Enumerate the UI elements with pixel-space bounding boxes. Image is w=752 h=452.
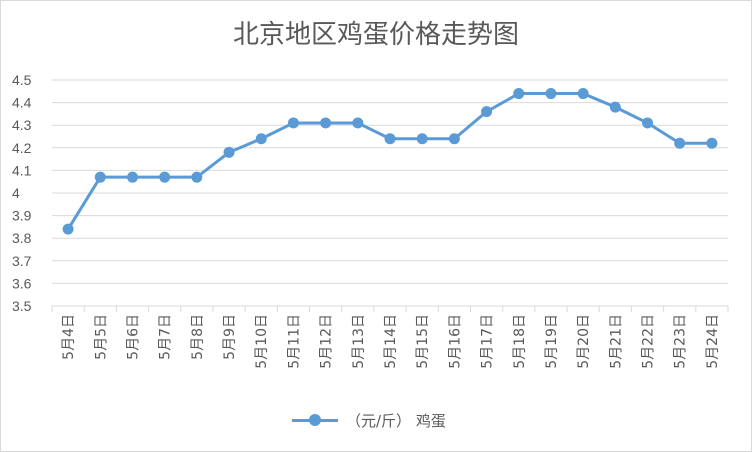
- x-tick-label: 5月5日: [93, 314, 109, 360]
- data-point: [545, 88, 557, 100]
- x-tick-label: 5月6日: [125, 314, 141, 360]
- y-tick-label: 4.2: [12, 140, 32, 156]
- y-tick-label: 4.4: [12, 95, 32, 111]
- data-point: [126, 171, 138, 183]
- x-tick-label: 5月7日: [158, 314, 174, 360]
- data-point: [609, 101, 621, 113]
- data-point: [287, 117, 299, 129]
- data-point: [481, 106, 493, 118]
- x-tick-label: 5月24日: [705, 314, 721, 369]
- x-tick-label: 5月8日: [190, 314, 206, 360]
- y-tick-label: 4: [12, 185, 20, 201]
- data-point: [416, 133, 428, 145]
- data-point: [320, 117, 332, 129]
- x-tick-label: 5月12日: [319, 314, 335, 369]
- legend: （元/斤） 鸡蛋: [292, 410, 446, 430]
- x-tick-label: 5月22日: [641, 314, 657, 369]
- x-tick-label: 5月11日: [286, 314, 302, 369]
- y-tick-label: 3.7: [12, 253, 32, 269]
- y-tick-label: 3.6: [12, 275, 32, 291]
- data-point: [642, 117, 654, 129]
- data-point: [159, 171, 171, 183]
- data-point: [191, 171, 203, 183]
- x-tick-label: 5月16日: [447, 314, 463, 369]
- x-tick-label: 5月23日: [673, 314, 689, 369]
- data-point: [513, 88, 525, 100]
- series-line: [66, 92, 712, 230]
- chart-title: 北京地区鸡蛋价格走势图: [232, 20, 519, 50]
- data-point: [674, 137, 686, 149]
- data-point: [384, 133, 396, 145]
- x-tick-label: 5月17日: [480, 314, 496, 369]
- x-tick-label: 5月10日: [254, 314, 270, 369]
- legend-marker: [292, 413, 338, 426]
- x-tick-label: 5月4日: [61, 314, 77, 360]
- x-tick-label: 5月14日: [383, 314, 399, 369]
- y-tick-label: 4.3: [12, 117, 32, 133]
- x-tick-label: 5月15日: [415, 314, 431, 369]
- data-point: [255, 133, 267, 145]
- x-tick-label: 5月18日: [512, 314, 528, 369]
- x-tick-label: 5月21日: [608, 314, 624, 369]
- x-tick-label: 5月9日: [222, 314, 238, 360]
- data-point: [352, 117, 364, 129]
- y-tick-label: 3.8: [12, 230, 32, 246]
- x-tick-label: 5月13日: [351, 314, 367, 369]
- x-tick-label: 5月19日: [544, 314, 560, 369]
- data-point: [62, 223, 74, 235]
- y-tick-label: 4.5: [12, 72, 32, 88]
- data-point: [94, 171, 106, 183]
- data-point: [448, 133, 460, 145]
- data-point: [577, 88, 589, 100]
- data-point: [706, 137, 718, 149]
- y-tick-label: 3.9: [12, 208, 32, 224]
- x-tick-label: 5月20日: [576, 314, 592, 369]
- data-point: [223, 146, 235, 158]
- y-tick-label: 4.1: [12, 162, 32, 178]
- legend-label: （元/斤） 鸡蛋: [346, 411, 446, 430]
- y-tick-label: 3.5: [12, 298, 32, 314]
